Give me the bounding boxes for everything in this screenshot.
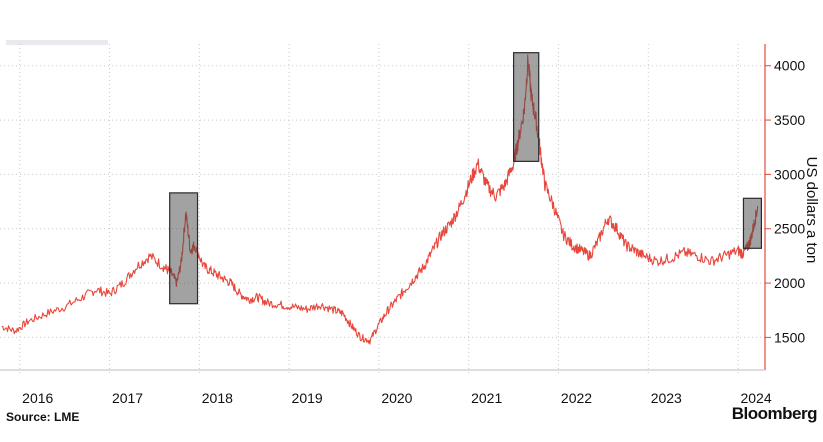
source-label: Source: LME (6, 410, 80, 424)
y-axis: 1500 2000 2500 3000 3500 4000 (764, 44, 805, 370)
y-tick-label: 3500 (774, 112, 805, 128)
x-tick-label: 2022 (561, 390, 592, 406)
x-tick-label: 2018 (202, 390, 233, 406)
highlight-boxes (169, 52, 763, 305)
x-tick-label: 2020 (381, 390, 412, 406)
y-tick-label: 3000 (774, 166, 805, 182)
y-axis-title: US dollars a ton (803, 157, 820, 264)
x-tick-label: 2017 (112, 390, 143, 406)
x-tick-label: 2021 (471, 390, 502, 406)
grid-lines (0, 44, 765, 376)
highlight-box (742, 197, 763, 249)
y-tick-label: 1500 (774, 329, 805, 345)
plot-line-group (1, 54, 759, 345)
x-tick-label: 2019 (292, 390, 323, 406)
x-tick-label: 2024 (740, 390, 771, 406)
series-line (1, 54, 759, 345)
bloomberg-logo: Bloomberg (731, 404, 818, 423)
legend-bar-stub (6, 40, 108, 45)
x-tick-label: 2016 (22, 390, 53, 406)
highlight-box (169, 192, 199, 305)
x-tick-label: 2023 (651, 390, 682, 406)
y-tick-label: 2000 (774, 275, 805, 291)
y-tick-label: 2500 (774, 221, 805, 237)
x-axis: 2016 2017 2018 2019 2020 2021 2022 2023 2024 (0, 369, 772, 406)
y-tick-label: 4000 (774, 58, 805, 74)
highlight-box (512, 52, 540, 162)
